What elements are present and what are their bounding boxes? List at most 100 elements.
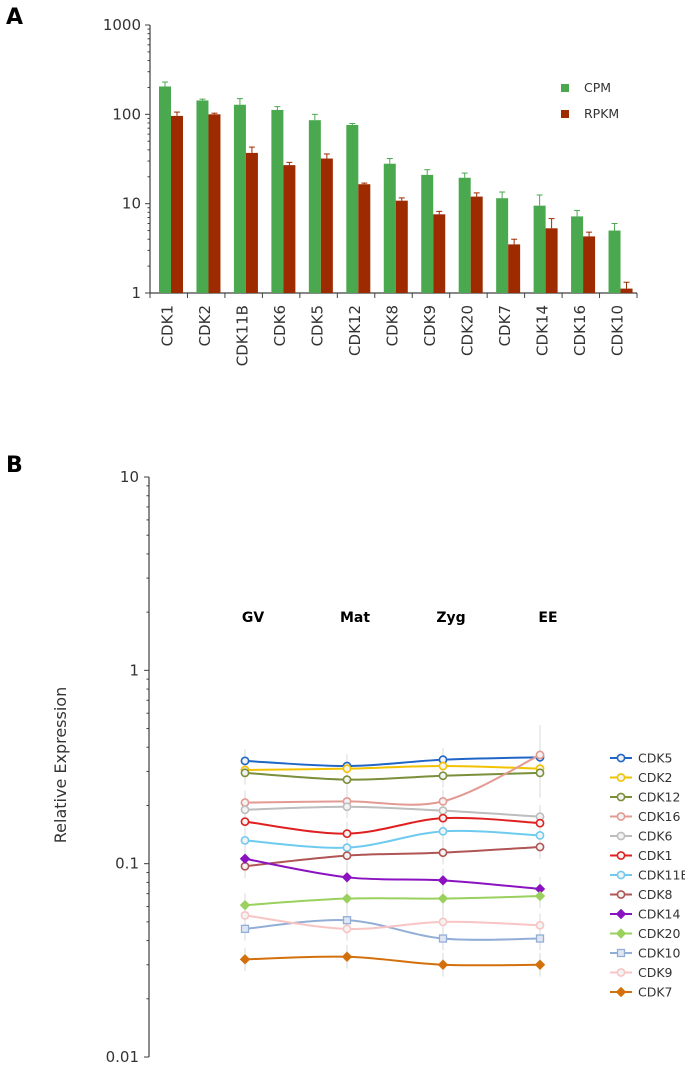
bar-rpkm-cdk6 [283,165,296,293]
point-cdk20-ee [534,890,546,902]
series-line-cdk10 [244,919,541,941]
series-line-cdk6 [244,805,541,818]
legend-marker-cdk16 [616,812,626,821]
x-tick-label: CDK9 [421,305,439,346]
panel-a-letter: A [6,5,23,30]
x-tick-label: CDK11B [234,305,252,366]
x-tick-label: CDK1 [159,305,177,346]
y-tick-label: 10 [122,195,141,213]
legend-label-cdk2: CDK2 [638,770,673,785]
point-cdk9-zyg [438,917,448,927]
legend-label-cdk9: CDK9 [638,965,673,980]
x-tick-label: CDK10 [608,305,626,356]
series-line-cdk5 [244,756,541,768]
point-cdk7-ee [534,959,546,970]
y-axis-label: Relative Expression [51,687,70,843]
bar-cpm-cdk10 [608,230,621,293]
point-cdk1-zyg [438,813,448,823]
legend-marker-cdk7 [615,986,627,998]
legend-swatch-cpm [561,84,569,92]
bar-rpkm-cdk16 [583,236,596,293]
bar-rpkm-cdk20 [470,196,483,293]
bar-cpm-cdk6 [271,109,284,293]
y-tick-label: 0.1 [115,855,139,873]
x-tick-label: CDK6 [271,305,289,346]
legend-label-cdk14: CDK14 [638,907,681,922]
series-line-cdk11b [244,829,541,849]
point-cdk16-zyg [438,796,448,806]
legend-marker-cdk2 [616,773,626,782]
point-cdk1-gv [240,817,250,827]
bar-rpkm-cdk7 [508,244,521,293]
point-cdk10-mat [342,916,352,925]
point-cdk12-gv [240,768,250,778]
point-cdk11b-gv [240,835,250,845]
point-cdk1-mat [342,829,352,839]
y-tick-label: 1000 [103,16,141,34]
legend-marker-cdk11b [616,870,626,880]
series-line-cdk9 [244,914,541,930]
point-cdk8-ee [535,842,545,852]
legend-marker-cdk10 [616,948,626,958]
bar-cpm-cdk7 [496,198,509,293]
stage-label-ee: EE [538,610,557,626]
point-cdk20-gv [239,899,251,911]
stage-label-mat: Mat [340,610,370,626]
point-cdk11b-mat [342,843,352,853]
x-tick-label: CDK12 [346,305,364,356]
legend-label-cdk5: CDK5 [638,751,673,766]
stage-label-gv: GV [242,610,264,626]
series-line-cdk14 [244,857,541,890]
legend-label-rpkm: RPKM [584,106,619,121]
point-cdk1-ee [535,818,545,828]
legend-label-cdk16: CDK16 [638,809,681,824]
bar-cpm-cdk9 [421,174,434,293]
point-cdk11b-zyg [438,826,448,836]
x-tick-label: CDK14 [533,305,551,356]
y-tick-label: 1 [131,284,141,302]
x-tick-label: CDK2 [196,305,214,346]
bar-cpm-cdk11b [233,104,246,293]
y-tick-label: 0.01 [106,1048,139,1066]
bar-cpm-cdk14 [533,205,546,293]
legend-marker-cdk9 [616,968,626,977]
point-cdk16-ee [535,750,545,760]
point-cdk5-gv [240,756,250,766]
bar-rpkm-cdk1 [171,115,183,293]
bar-cpm-cdk12 [346,124,359,293]
point-cdk6-gv [240,805,250,815]
bar-cpm-cdk2 [196,100,209,293]
y-tick-label: 10 [120,468,139,486]
legend-marker-cdk20 [615,928,627,939]
point-cdk14-mat [341,872,353,883]
legend-label-cdk8: CDK8 [638,887,673,902]
y-tick-label: 100 [112,105,141,123]
legend-marker-cdk1 [616,851,626,860]
legend-label-cpm: CPM [584,80,611,95]
point-cdk12-zyg [438,771,448,781]
legend-marker-cdk6 [616,831,626,841]
point-cdk7-gv [239,954,251,965]
point-cdk14-gv [239,853,251,864]
point-cdk7-mat [341,951,353,962]
legend-label-cdk1: CDK1 [638,848,673,863]
point-cdk10-ee [535,934,545,943]
x-tick-label: CDK8 [384,305,402,346]
legend-marker-cdk8 [616,890,626,899]
series-line-cdk12 [244,771,541,781]
point-cdk7-zyg [437,959,449,970]
bar-rpkm-cdk2 [208,114,221,293]
bar-rpkm-cdk10 [620,288,633,293]
point-cdk12-ee [535,768,545,778]
point-cdk10-zyg [438,934,448,943]
legend-marker-cdk5 [616,753,626,763]
point-cdk20-zyg [437,893,449,904]
point-cdk9-mat [342,924,352,934]
x-tick-label: CDK7 [496,305,514,346]
x-tick-label: CDK5 [309,305,327,346]
panel-b-letter: B [6,453,23,478]
series-line-cdk20 [244,895,541,907]
x-tick-label: CDK20 [458,305,476,356]
point-cdk2-mat [342,764,352,774]
